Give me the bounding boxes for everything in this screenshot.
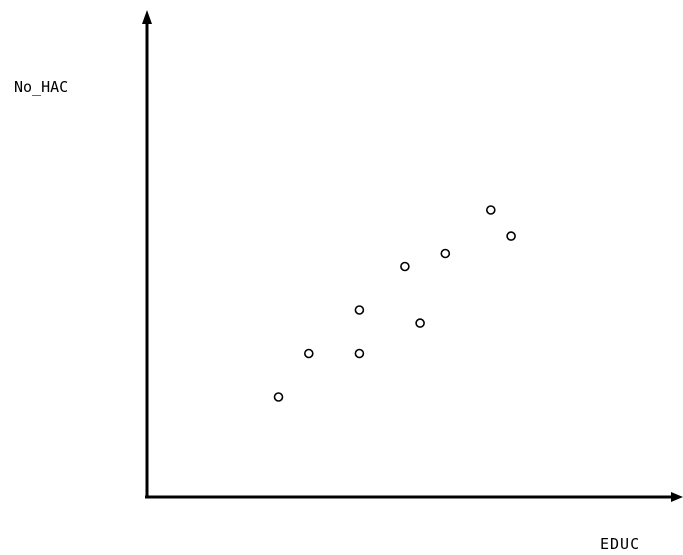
x-axis-arrow-icon bbox=[671, 492, 683, 502]
data-point bbox=[485, 205, 496, 215]
data-point bbox=[354, 305, 365, 315]
data-point bbox=[400, 261, 410, 272]
data-point bbox=[273, 392, 284, 402]
data-point bbox=[303, 348, 314, 359]
y-axis-arrow-icon bbox=[142, 10, 152, 24]
y-axis-label: No_HAC bbox=[14, 78, 68, 96]
axes bbox=[142, 10, 683, 502]
data-point bbox=[440, 248, 451, 259]
x-axis-label: EDUC bbox=[600, 535, 640, 553]
data-point bbox=[506, 231, 516, 241]
data-point bbox=[415, 318, 425, 328]
data-point bbox=[354, 348, 365, 359]
data-points bbox=[273, 205, 516, 402]
